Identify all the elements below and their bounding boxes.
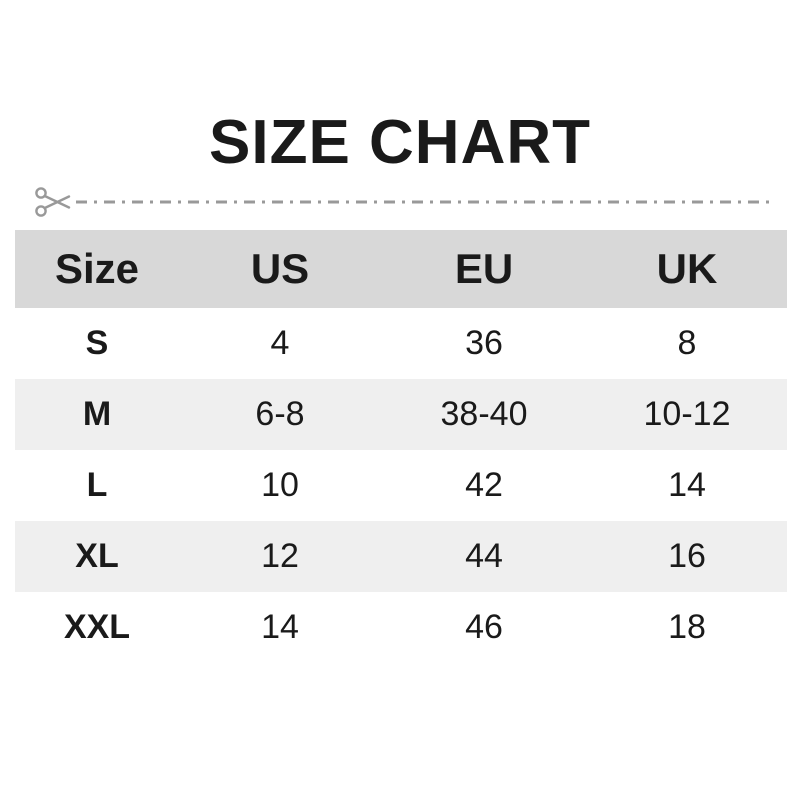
cell-size: XL — [75, 537, 119, 575]
page-title: SIZE CHART — [209, 108, 591, 177]
column-header-us: US — [250, 245, 310, 292]
scissors-icon — [35, 187, 71, 217]
cell-us: 10 — [261, 466, 299, 504]
cell-us: 14 — [261, 608, 299, 646]
cell-eu: 36 — [465, 324, 503, 362]
cell-uk: 10-12 — [643, 395, 731, 433]
table-row-xl: XL 12 44 16 — [15, 521, 787, 592]
cell-eu: 38-40 — [440, 395, 528, 433]
size-chart-table: Size US EU UK S 4 36 8 M 6-8 38-40 10-12… — [15, 230, 787, 663]
cell-size: L — [86, 466, 108, 504]
table-row-m: M 6-8 38-40 10-12 — [15, 379, 787, 450]
cell-size: XXL — [63, 608, 131, 646]
cell-us: 4 — [270, 324, 290, 362]
cell-uk: 18 — [668, 608, 706, 646]
cut-line-row — [34, 184, 772, 220]
cell-eu: 42 — [465, 466, 503, 504]
column-header-uk: UK — [656, 245, 718, 292]
column-header-size: Size — [54, 245, 140, 292]
cell-us: 6-8 — [255, 395, 305, 433]
cell-eu: 44 — [465, 537, 503, 575]
cell-size: S — [85, 324, 109, 362]
cell-us: 12 — [261, 537, 299, 575]
column-header-eu: EU — [454, 245, 514, 292]
cut-line — [76, 200, 772, 204]
cell-eu: 46 — [465, 608, 503, 646]
table-header-row: Size US EU UK — [15, 230, 787, 308]
cell-uk: 8 — [677, 324, 697, 362]
table-row-l: L 10 42 14 — [15, 450, 787, 521]
cell-uk: 14 — [668, 466, 706, 504]
cell-uk: 16 — [668, 537, 706, 575]
table-row-xxl: XXL 14 46 18 — [15, 592, 787, 663]
table-row-s: S 4 36 8 — [15, 308, 787, 379]
cell-size: M — [82, 395, 112, 433]
